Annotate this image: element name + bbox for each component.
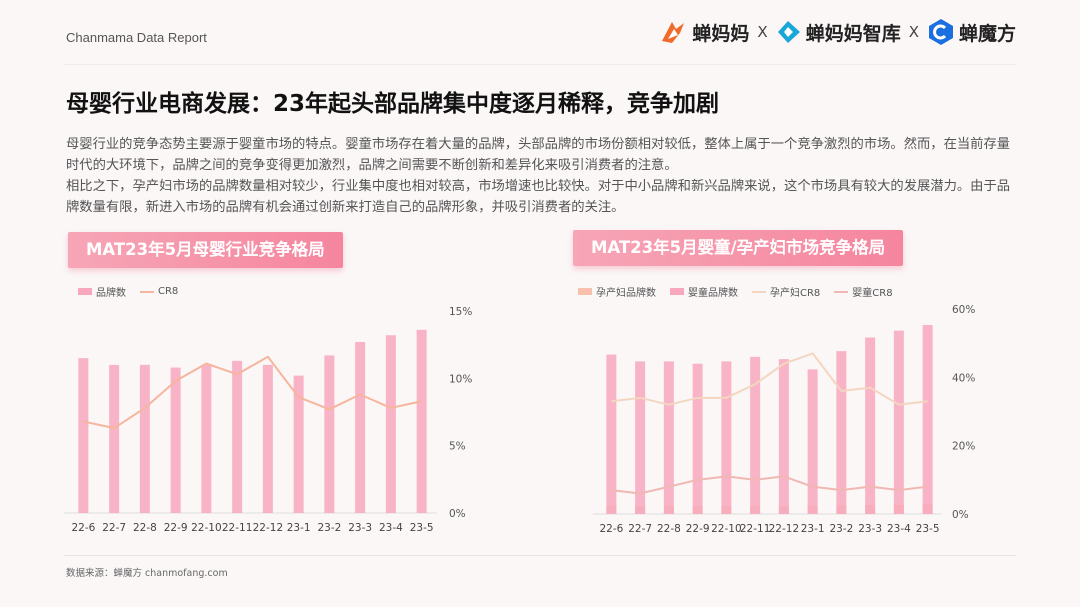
chart2-x-tick-label: 22-10 — [711, 523, 742, 535]
chart2-bar-婴童品牌数-23-3 — [865, 337, 876, 514]
footer-divider — [64, 555, 1016, 556]
chart2-legend-maternal-cr8: 孕产妇CR8 — [752, 284, 820, 299]
description: 母婴行业的竞争态势主要源于婴童市场的特点。婴童市场存在着大量的品牌，头部品牌的市… — [66, 134, 1016, 218]
chart1-right-tick-label: 10% — [449, 373, 472, 385]
chart2-legend: 孕产妇品牌数 婴童品牌数 孕产妇CR8 婴童CR8 — [578, 284, 893, 299]
chart1-x-tick-label: 22-8 — [133, 522, 157, 534]
chart1-line-CR8 — [83, 355, 422, 430]
chart1-bar-品牌数-22-7 — [109, 364, 120, 513]
chart1-x-tick-label: 22-10 — [191, 522, 222, 534]
chart2-legend-maternal-cr8-swatch — [752, 290, 766, 293]
chart2-x-tick-label: 22-11 — [740, 523, 771, 535]
description-paragraph-2: 相比之下，孕产妇市场的品牌数量相对较少，行业集中度也相对较高，市场增速也比较快。… — [66, 179, 1011, 215]
chart2-right-tick-label: 0% — [952, 509, 969, 521]
report-label: Chanmama Data Report — [66, 30, 207, 45]
chanmama-zhiku-logo: 蝉妈妈智库 — [776, 19, 901, 46]
chart1-legend-cr8-swatch — [140, 290, 154, 293]
chart1-bar-品牌数-23-4 — [385, 335, 396, 513]
chart2-right-tick-label: 60% — [952, 304, 975, 316]
chart2-legend-infant-brands-swatch — [670, 288, 684, 295]
data-source: 数据来源：蝉魔方 chanmofang.com — [66, 568, 228, 579]
chanmama-logo: 蝉妈妈 — [658, 19, 749, 46]
chart1-bar-品牌数-22-10 — [201, 364, 212, 513]
chart2-plot: 0% 20% 40% 60% 22-6 22-7 22-8 22-9 22-1022-1122-… — [593, 304, 975, 535]
chart1-x-tick-label: 22-7 — [102, 522, 126, 534]
chart2-bar-婴童品牌数-22-11 — [750, 356, 761, 514]
chart2-bar-婴童品牌数-22-8 — [663, 361, 674, 514]
chart1-legend: 品牌数 CR8 — [78, 284, 178, 299]
chart2-bar-婴童品牌数-22-6 — [606, 354, 617, 514]
chart1-bar-品牌数-22-12 — [262, 364, 273, 513]
chart2-title: MAT23年5月婴童/孕产妇市场竞争格局 — [573, 230, 904, 266]
chart1-bar-品牌数-23-5 — [416, 329, 427, 513]
chart1-bar-品牌数-22-6 — [78, 358, 89, 513]
chart2-x-tick-label: 22-8 — [657, 523, 681, 535]
chart2-legend-infant-cr8-swatch — [834, 290, 849, 293]
chart1-legend-brands-swatch — [78, 288, 92, 295]
chart1-bar-品牌数-22-11 — [232, 360, 243, 513]
page-title: 母婴行业电商发展：23年起头部品牌集中度逐月稀释，竞争加剧 — [66, 91, 720, 117]
chart1-x-tick-label: 22-6 — [71, 522, 95, 534]
chart2-x-tick-label: 22-12 — [769, 523, 800, 535]
chart2-line-孕产妇CR8 — [611, 352, 928, 406]
chart2-bar-婴童品牌数-22-9 — [692, 363, 703, 514]
chart1-legend-cr8: CR8 — [140, 284, 178, 299]
chart2-legend-maternal-brands: 孕产妇品牌数 — [578, 284, 656, 299]
chanmama-zhiku-logo-icon — [777, 21, 800, 43]
chart2-legend-infant-cr8: 婴童CR8 — [834, 284, 893, 299]
chart1-x-tick-label: 22-11 — [222, 522, 253, 534]
chart2-x-tick-label: 23-3 — [858, 523, 882, 535]
chanmofang-logo-icon — [928, 19, 953, 45]
chart1-bar-品牌数-23-1 — [293, 375, 304, 513]
chart1-x-tick-label: 22-12 — [253, 522, 284, 534]
chart2-bar-婴童品牌数-23-4 — [893, 330, 904, 514]
chart2-x-tick-label: 23-1 — [801, 523, 825, 535]
chart1-x-tick-label: 22-9 — [164, 522, 188, 534]
chart2-bar-婴童品牌数-22-12 — [778, 359, 789, 514]
chart1-legend-brands: 品牌数 — [78, 284, 126, 299]
chart1-bar-品牌数-22-8 — [139, 364, 150, 513]
chart1-x-tick-label: 23-5 — [410, 522, 434, 534]
chart1-x-tick-label: 23-4 — [379, 522, 403, 534]
chart2-bar-婴童品牌数-22-7 — [635, 361, 646, 514]
chart2-x-tick-label: 22-9 — [686, 523, 710, 535]
chanmofang-logo: 蝉魔方 — [927, 18, 1016, 46]
header-divider — [64, 64, 1016, 65]
partner-logos: 蝉妈妈 X 蝉妈妈智库 X 蝉魔方 — [658, 18, 1016, 46]
chart2-legend-infant-brands: 婴童品牌数 — [670, 284, 738, 299]
chart1-right-tick-label: 15% — [449, 306, 472, 318]
chart2-bar-婴童品牌数-23-1 — [807, 369, 818, 514]
chart1-bar-品牌数-22-9 — [170, 367, 181, 513]
chart2-line-婴童CR8 — [611, 475, 928, 495]
chart1-plot: 0% 5% 10% 15% 22-6 22-7 22-8 22-9 22-10 22-11 22-1… — [64, 306, 472, 534]
chart1-title: MAT23年5月母婴行业竞争格局 — [68, 232, 343, 268]
chart2-x-tick-label: 22-6 — [599, 523, 623, 535]
chart2-bar-婴童品牌数-22-10 — [721, 361, 732, 514]
chart2-x-tick-label: 23-2 — [829, 523, 853, 535]
chart1-x-tick-label: 23-2 — [317, 522, 341, 534]
description-paragraph-1: 母婴行业的竞争态势主要源于婴童市场的特点。婴童市场存在着大量的品牌，头部品牌的市… — [66, 137, 1011, 173]
chart2-x-tick-label: 23-4 — [887, 523, 911, 535]
chart1-x-tick-label: 23-3 — [348, 522, 372, 534]
chart1-right-tick-label: 0% — [449, 508, 466, 520]
chart2-legend-maternal-brands-swatch — [578, 288, 592, 295]
chanmama-logo-icon — [662, 22, 685, 43]
chart2-bar-婴童品牌数-23-5 — [922, 324, 933, 514]
chart2-right-tick-label: 20% — [952, 441, 975, 453]
chart1-right-tick-label: 5% — [449, 441, 466, 453]
chart2-x-tick-label: 22-7 — [628, 523, 652, 535]
chart2-bar-婴童品牌数-23-2 — [836, 351, 847, 514]
chart2-right-tick-label: 40% — [952, 372, 975, 384]
chart2-x-tick-label: 23-5 — [916, 523, 940, 535]
chart1-bar-品牌数-23-2 — [324, 355, 335, 513]
chart1-bar-品牌数-23-3 — [355, 341, 366, 513]
chart1-x-tick-label: 23-1 — [287, 522, 311, 534]
